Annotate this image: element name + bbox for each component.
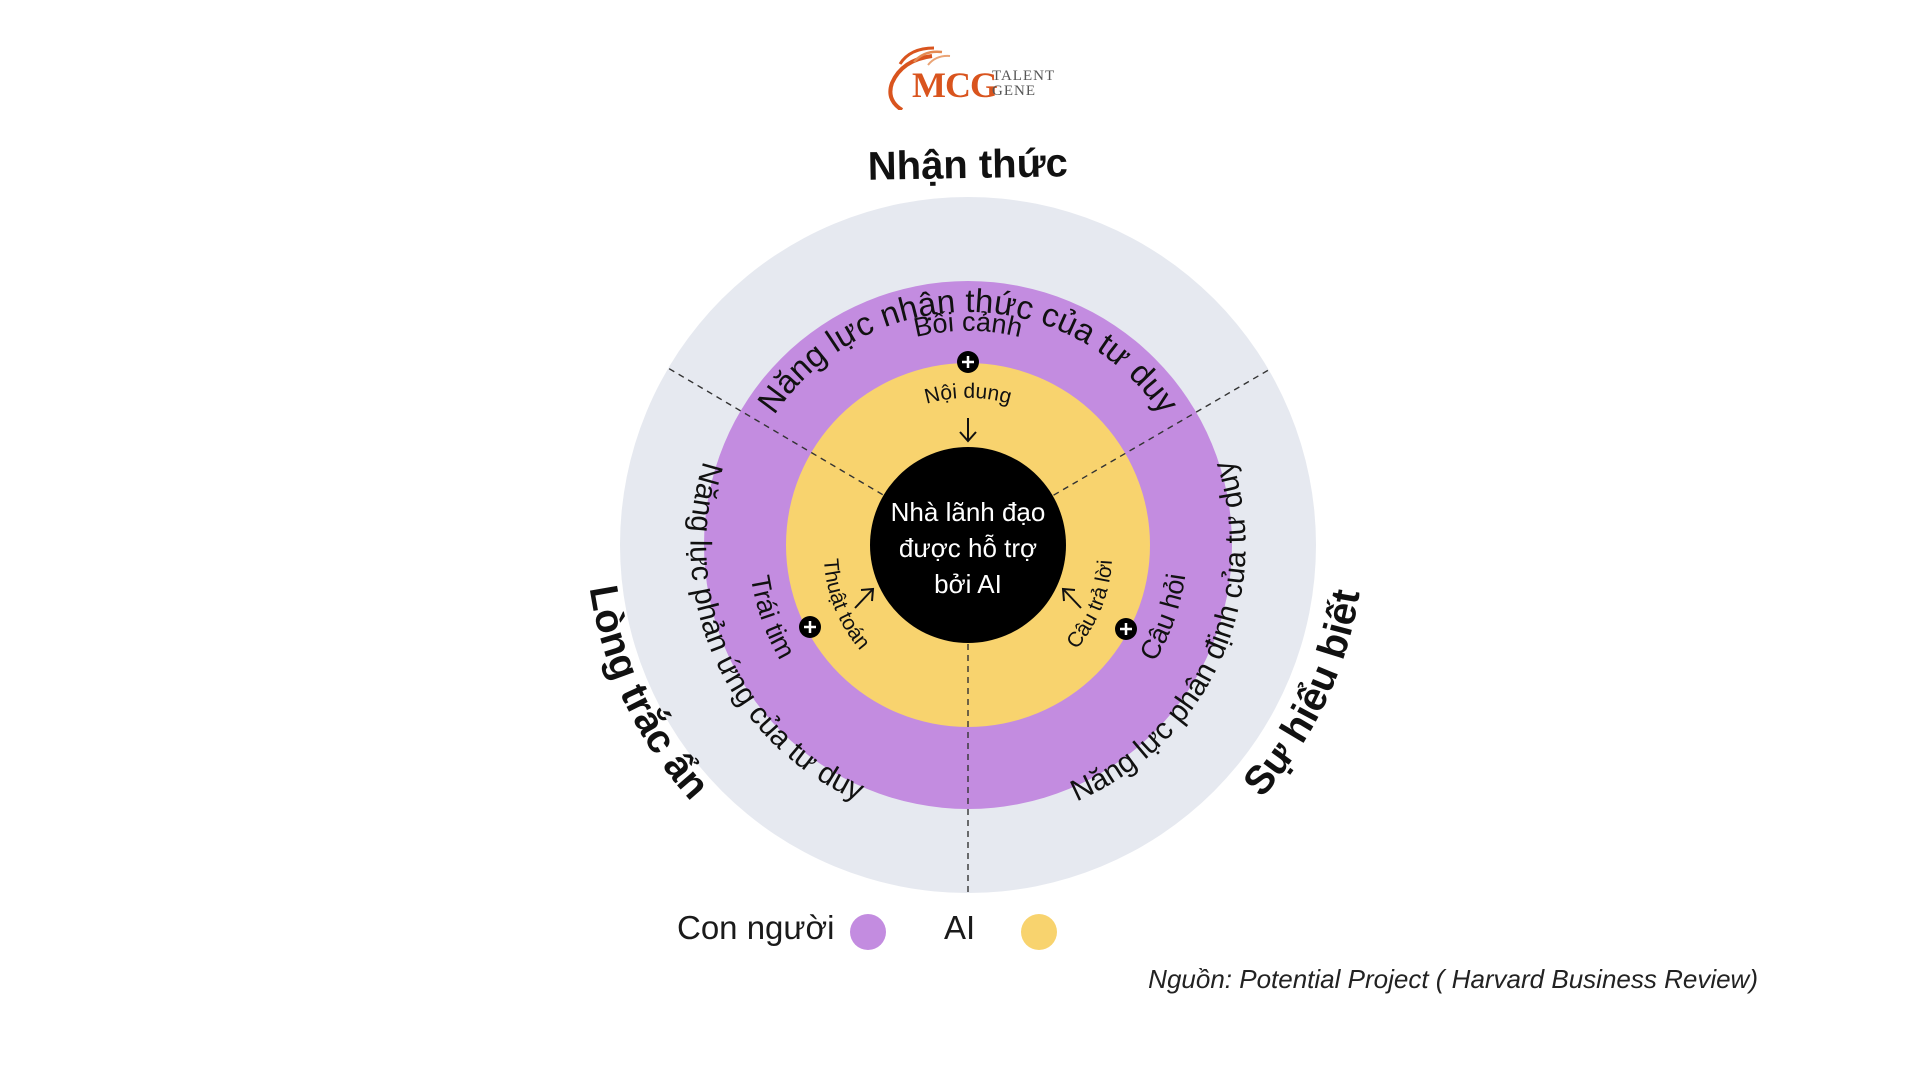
legend-dot-ai [1021, 914, 1057, 950]
center-line-2: được hỗ trợ [899, 533, 1037, 563]
plus-icon-right [1115, 618, 1137, 640]
arrow-down-icon [959, 418, 977, 443]
arrow-right-icon [1061, 587, 1082, 609]
center-line-3: bởi AI [934, 569, 1002, 599]
center-circle [870, 447, 1066, 643]
logo-swoosh-icon [888, 46, 951, 110]
logo-line-talent: TALENT [992, 68, 1056, 84]
center-line-1: Nhà lãnh đạo [891, 497, 1046, 527]
source-note: Nguồn: Potential Project ( Harvard Busin… [1148, 964, 1758, 994]
legend-dot-human [850, 914, 886, 950]
plus-icon-top [957, 351, 979, 373]
mcg-logo: MCG TALENT GENE [872, 38, 1072, 110]
plus-icon-left [799, 616, 821, 638]
arrow-left-icon [854, 587, 875, 609]
legend-label-ai: AI [944, 909, 976, 946]
logo-brand: MCG [912, 65, 998, 105]
title-top: Nhận thức [867, 141, 1068, 188]
logo-line-gene: GENE [992, 83, 1036, 99]
legend-label-human: Con người [677, 909, 835, 946]
